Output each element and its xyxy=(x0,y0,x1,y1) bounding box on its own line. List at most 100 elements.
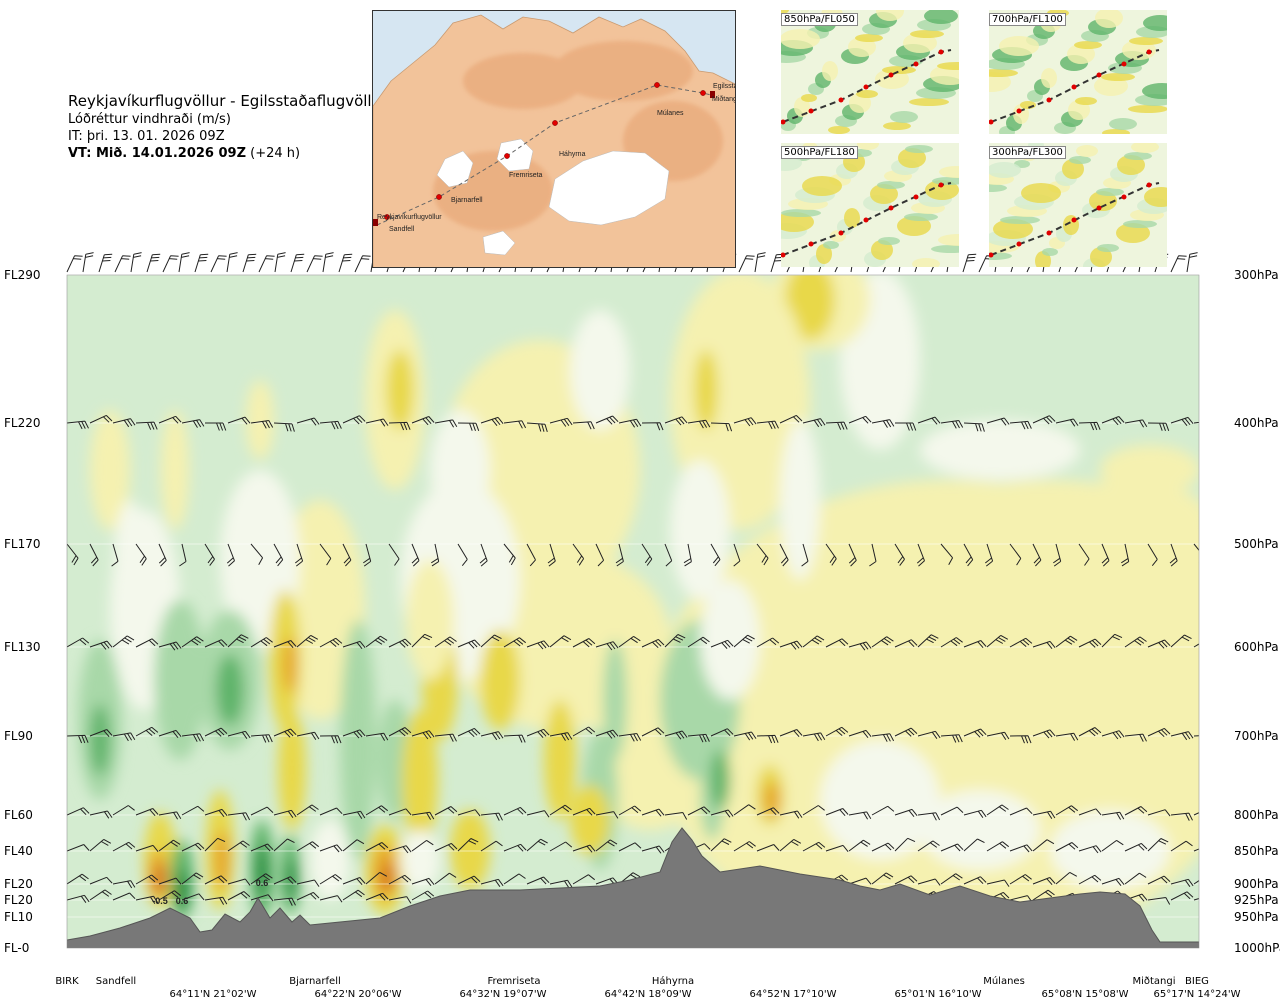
panel-field xyxy=(1095,10,1123,28)
wind-barb xyxy=(710,728,734,737)
panel-field xyxy=(1131,143,1159,153)
panel-route-point xyxy=(913,194,919,200)
wind-barb xyxy=(894,808,918,818)
wind-barb xyxy=(825,844,849,853)
panel-300hpa[interactable]: 300hPa/FL300 xyxy=(989,143,1167,267)
station-label: Bjarnarfell xyxy=(289,976,341,987)
panel-field xyxy=(1090,247,1112,267)
wind-barb xyxy=(181,872,204,885)
wind-barb xyxy=(67,543,79,566)
panel-field xyxy=(1076,145,1098,157)
panel-field xyxy=(925,180,959,200)
panel-field xyxy=(931,245,959,253)
wind-barb xyxy=(1193,812,1199,816)
field-contour xyxy=(700,580,760,700)
panel-850hpa[interactable]: 850hPa/FL050 xyxy=(781,10,959,134)
wind-barb xyxy=(963,728,987,738)
wind-barb xyxy=(342,889,365,901)
wind-barb xyxy=(67,637,90,648)
wind-barb xyxy=(894,875,918,885)
wind-barb xyxy=(963,640,987,649)
field-contour xyxy=(310,820,350,900)
panel-700hpa[interactable]: 700hPa/FL100 xyxy=(989,10,1167,134)
panel-300hpa-map xyxy=(989,143,1167,267)
wind-barb xyxy=(227,416,251,425)
panel-route xyxy=(990,49,1160,123)
flight-level-label: FL170 xyxy=(4,537,41,551)
wind-barb xyxy=(178,252,190,273)
panel-field xyxy=(1013,104,1029,124)
wind-barb xyxy=(526,543,536,567)
wind-barb xyxy=(322,252,334,273)
panel-500hpa[interactable]: 500hPa/FL180 xyxy=(781,143,959,267)
field-contour xyxy=(820,740,940,860)
wind-barb xyxy=(135,638,159,648)
panel-field xyxy=(1096,188,1124,196)
panel-field xyxy=(1102,129,1130,134)
wind-barb xyxy=(963,809,987,818)
field-contour xyxy=(340,620,376,860)
flight-level-label: FL90 xyxy=(4,729,33,743)
wind-barb xyxy=(365,635,388,648)
route-point xyxy=(654,82,660,88)
panel-route-point xyxy=(989,119,994,125)
station-label: Sandfell xyxy=(95,976,137,987)
wind-barb xyxy=(181,842,205,852)
wind-barb xyxy=(162,255,179,273)
wind-barb xyxy=(549,732,573,741)
pressure-level-label: 600hPa xyxy=(1234,640,1279,654)
panel-route-point xyxy=(888,205,894,211)
wind-barb xyxy=(595,641,619,651)
panel-field xyxy=(897,216,931,236)
panel-route-point xyxy=(1016,108,1022,114)
wind-barb xyxy=(526,640,550,650)
panel-route-point xyxy=(989,252,994,258)
wind-barb xyxy=(457,639,481,649)
panel-field xyxy=(909,98,949,106)
wind-barb xyxy=(296,417,320,426)
wind-barb xyxy=(1101,839,1124,852)
wind-barb xyxy=(89,889,112,901)
wind-barb xyxy=(916,543,925,567)
wind-barb xyxy=(1147,809,1171,817)
wind-barbs xyxy=(67,414,1199,906)
wind-barb xyxy=(273,640,297,649)
wind-barb xyxy=(986,731,1010,740)
wind-barb xyxy=(733,417,757,427)
panel-route-point xyxy=(888,72,894,78)
wind-barb xyxy=(641,543,653,566)
glacier-hofsjokull xyxy=(496,138,534,172)
panel-field xyxy=(1062,159,1084,179)
wind-barb xyxy=(273,838,295,852)
wind-barb xyxy=(1032,543,1042,567)
wind-barb xyxy=(779,414,803,424)
wind-barb xyxy=(1124,806,1148,816)
wind-barb xyxy=(250,420,274,429)
wind-barb xyxy=(526,876,550,885)
wind-barb xyxy=(130,252,142,273)
panel-route xyxy=(782,182,952,256)
panel-850hpa-label: 850hPa/FL050 xyxy=(781,13,858,26)
wind-barb xyxy=(756,844,780,852)
wind-barb xyxy=(273,543,284,567)
wind-barb xyxy=(549,841,573,852)
wind-barb xyxy=(1169,543,1178,567)
panel-route-point xyxy=(938,182,944,188)
map-label-bjarnarfell: Bjarnarfell xyxy=(451,197,483,204)
panel-field xyxy=(1041,68,1057,88)
panel-route-point xyxy=(1146,182,1152,188)
wind-barb xyxy=(112,418,136,428)
panel-field xyxy=(932,177,959,185)
wind-barb xyxy=(1147,838,1169,852)
wind-barb xyxy=(135,543,147,566)
wind-barb xyxy=(825,638,849,648)
wind-barb xyxy=(825,421,848,430)
field-contour xyxy=(283,637,297,693)
wind-barb xyxy=(641,638,665,649)
coordinate-label: 64°22'N 20°06'W xyxy=(314,989,402,1000)
flight-level-label: FL130 xyxy=(4,640,41,654)
wind-barb xyxy=(779,729,803,738)
wind-barb xyxy=(135,874,159,885)
wind-barb xyxy=(388,727,412,737)
wind-barb xyxy=(98,253,113,273)
